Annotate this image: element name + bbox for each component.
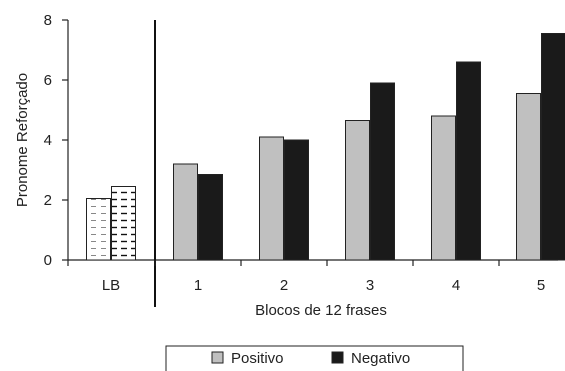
x-tick-label-1: 1 [194, 277, 202, 294]
x-tick-label-4: 4 [452, 277, 460, 294]
bar-negativo-lb [111, 186, 136, 261]
y-tick-label: 4 [44, 132, 52, 149]
bar-positivo-5 [516, 93, 541, 261]
x-tick-label-5: 5 [537, 277, 545, 294]
x-tick-label-3: 3 [366, 277, 374, 294]
legend-swatch-positivo [211, 351, 224, 364]
y-tick-label: 6 [44, 72, 52, 89]
bars [86, 33, 565, 261]
bar-negativo-3 [370, 82, 395, 261]
bar-negativo-4 [456, 61, 481, 261]
bar-negativo-1 [198, 174, 223, 261]
y-tick-label: 2 [44, 192, 52, 209]
legend-label-negativo: Negativo [351, 350, 410, 367]
bar-positivo-lb [86, 198, 111, 261]
y-axis-title: Pronome Reforçado [14, 73, 31, 207]
x-axis-title: Blocos de 12 frases [255, 302, 387, 319]
plot-area: 0 2 4 6 8 LB 1 2 3 4 5 [44, 12, 565, 307]
bar-negativo-2 [284, 139, 309, 261]
bar-negativo-5 [541, 33, 565, 261]
bar-positivo-3 [345, 120, 370, 261]
legend: Positivo Negativo [165, 345, 464, 371]
x-tick-label-lb: LB [102, 277, 120, 294]
bar-positivo-4 [431, 115, 456, 261]
x-tick-label-2: 2 [280, 277, 288, 294]
y-tick-label: 0 [44, 252, 52, 269]
legend-swatch-negativo [331, 351, 344, 364]
x-ticks: LB 1 2 3 4 5 [67, 260, 545, 294]
bar-positivo-2 [259, 136, 284, 261]
legend-box [165, 345, 464, 371]
y-tick-label: 8 [44, 12, 52, 29]
bar-positivo-1 [173, 163, 198, 261]
y-ticks: 0 2 4 6 8 [44, 12, 68, 269]
legend-label-positivo: Positivo [231, 350, 284, 367]
